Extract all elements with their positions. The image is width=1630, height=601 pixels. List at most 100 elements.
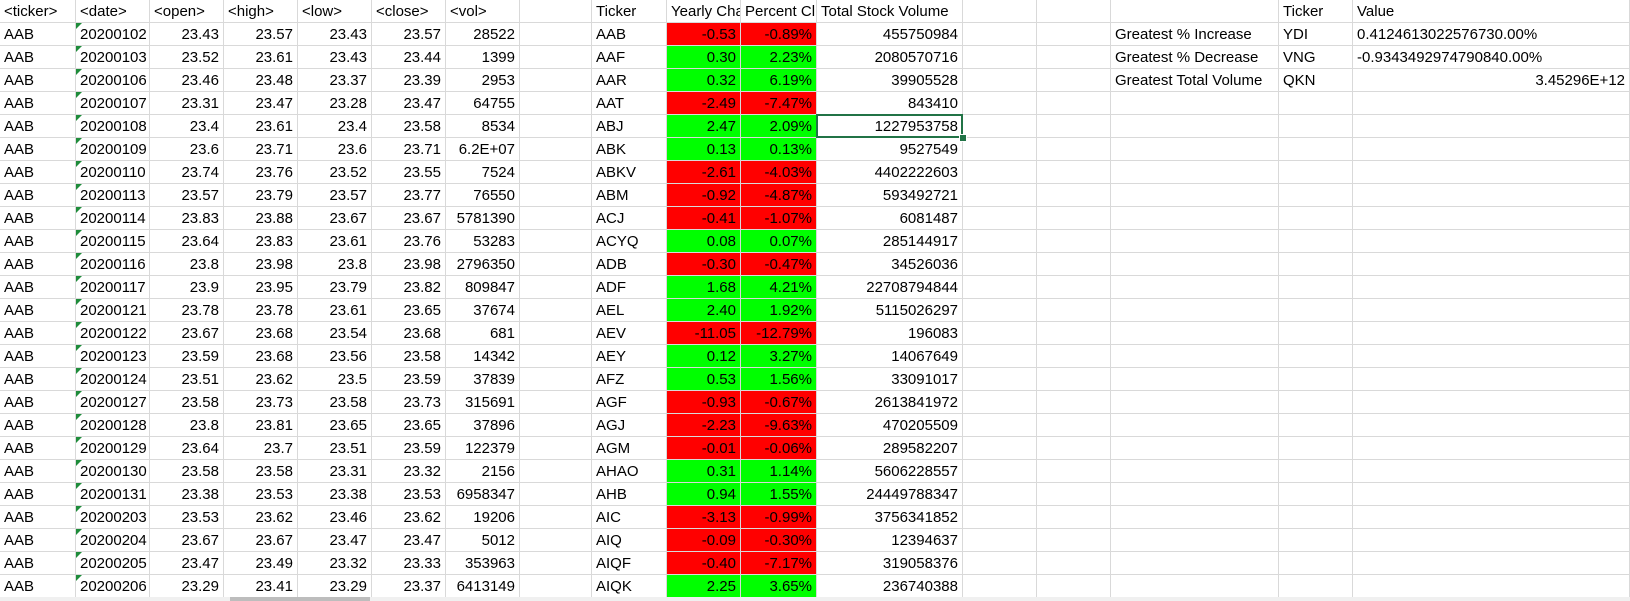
raw-cell[interactable]: 20200206 [76,575,150,598]
raw-cell[interactable]: 122379 [446,437,520,460]
total-stock-volume[interactable]: 289582207 [817,437,963,460]
empty-cell[interactable] [1037,23,1111,46]
raw-header-4[interactable]: <low> [298,0,372,23]
raw-cell[interactable]: 23.83 [150,207,224,230]
raw-cell[interactable]: 23.47 [150,552,224,575]
raw-cell[interactable]: 23.8 [150,253,224,276]
empty-cell[interactable] [963,575,1037,598]
yearly-change[interactable]: -2.61 [667,161,741,184]
raw-cell[interactable]: 23.39 [372,69,446,92]
greatest-ticker[interactable]: QKN [1279,69,1353,92]
raw-cell[interactable]: 20200130 [76,460,150,483]
empty-cell[interactable] [963,253,1037,276]
empty-cell[interactable] [1279,115,1353,138]
raw-cell[interactable]: 23.64 [150,437,224,460]
greatest-header-value[interactable]: Value [1353,0,1630,23]
raw-cell[interactable]: 23.51 [298,437,372,460]
yearly-change[interactable]: 1.68 [667,276,741,299]
raw-cell[interactable]: 23.58 [150,391,224,414]
horizontal-scrollbar[interactable] [0,597,1630,601]
empty-cell[interactable] [1037,299,1111,322]
raw-cell[interactable]: 23.48 [224,69,298,92]
raw-cell[interactable]: 5781390 [446,207,520,230]
summary-ticker[interactable]: AIC [592,506,667,529]
raw-cell[interactable]: AAB [0,207,76,230]
empty-cell[interactable] [520,322,592,345]
empty-cell[interactable] [1111,161,1279,184]
percent-change[interactable]: -7.47% [741,92,817,115]
greatest-ticker[interactable]: VNG [1279,46,1353,69]
raw-cell[interactable]: 20200110 [76,161,150,184]
empty-cell[interactable] [1111,414,1279,437]
raw-cell[interactable]: 23.55 [372,161,446,184]
percent-change[interactable]: -9.63% [741,414,817,437]
yearly-change[interactable]: 2.47 [667,115,741,138]
raw-cell[interactable]: 23.62 [224,506,298,529]
empty-cell[interactable] [963,115,1037,138]
greatest-label[interactable]: Greatest % Increase [1111,23,1279,46]
empty-cell[interactable] [1037,92,1111,115]
empty-cell[interactable] [963,368,1037,391]
empty-cell[interactable] [1111,230,1279,253]
empty-cell[interactable] [1353,230,1630,253]
raw-cell[interactable]: 23.61 [298,299,372,322]
empty-cell[interactable] [1111,115,1279,138]
raw-cell[interactable]: AAB [0,322,76,345]
raw-cell[interactable]: 23.32 [372,460,446,483]
raw-cell[interactable]: 23.65 [298,414,372,437]
fill-handle[interactable] [959,134,967,142]
percent-change[interactable]: -0.06% [741,437,817,460]
yearly-change[interactable]: -0.93 [667,391,741,414]
empty-cell[interactable] [520,0,592,23]
total-stock-volume[interactable]: 2080570716 [817,46,963,69]
empty-cell[interactable] [1353,161,1630,184]
raw-cell[interactable]: 23.62 [372,506,446,529]
percent-change[interactable]: -0.89% [741,23,817,46]
percent-change[interactable]: 6.19% [741,69,817,92]
yearly-change[interactable]: 2.25 [667,575,741,598]
empty-cell[interactable] [963,138,1037,161]
yearly-change[interactable]: -2.49 [667,92,741,115]
empty-cell[interactable] [963,483,1037,506]
raw-cell[interactable]: AAB [0,529,76,552]
raw-cell[interactable]: 23.68 [372,322,446,345]
raw-cell[interactable]: AAB [0,115,76,138]
empty-cell[interactable] [963,69,1037,92]
summary-ticker[interactable]: ADF [592,276,667,299]
empty-cell[interactable] [1279,575,1353,598]
raw-cell[interactable]: AAB [0,299,76,322]
empty-cell[interactable] [1279,345,1353,368]
summary-ticker[interactable]: ABK [592,138,667,161]
empty-cell[interactable] [520,552,592,575]
raw-cell[interactable]: 23.67 [372,207,446,230]
raw-cell[interactable]: 5012 [446,529,520,552]
percent-change[interactable]: 1.56% [741,368,817,391]
raw-cell[interactable]: 23.28 [298,92,372,115]
raw-cell[interactable]: 6413149 [446,575,520,598]
percent-change[interactable]: 3.65% [741,575,817,598]
raw-cell[interactable]: 2156 [446,460,520,483]
raw-cell[interactable]: AAB [0,161,76,184]
raw-cell[interactable]: 1399 [446,46,520,69]
total-stock-volume[interactable]: 285144917 [817,230,963,253]
empty-cell[interactable] [520,345,592,368]
total-stock-volume[interactable]: 593492721 [817,184,963,207]
raw-cell[interactable]: 23.29 [150,575,224,598]
empty-cell[interactable] [963,46,1037,69]
empty-cell[interactable] [520,69,592,92]
empty-cell[interactable] [1353,391,1630,414]
raw-cell[interactable]: 20200205 [76,552,150,575]
yearly-change[interactable]: -0.30 [667,253,741,276]
raw-cell[interactable]: 20200115 [76,230,150,253]
raw-cell[interactable]: 23.52 [298,161,372,184]
total-stock-volume[interactable]: 319058376 [817,552,963,575]
empty-cell[interactable] [1353,506,1630,529]
empty-cell[interactable] [1111,207,1279,230]
raw-cell[interactable]: 23.58 [224,460,298,483]
percent-change[interactable]: 1.14% [741,460,817,483]
raw-cell[interactable]: AAB [0,46,76,69]
raw-cell[interactable]: AAB [0,506,76,529]
raw-cell[interactable]: 23.59 [372,368,446,391]
empty-cell[interactable] [1037,322,1111,345]
raw-cell[interactable]: 20200107 [76,92,150,115]
